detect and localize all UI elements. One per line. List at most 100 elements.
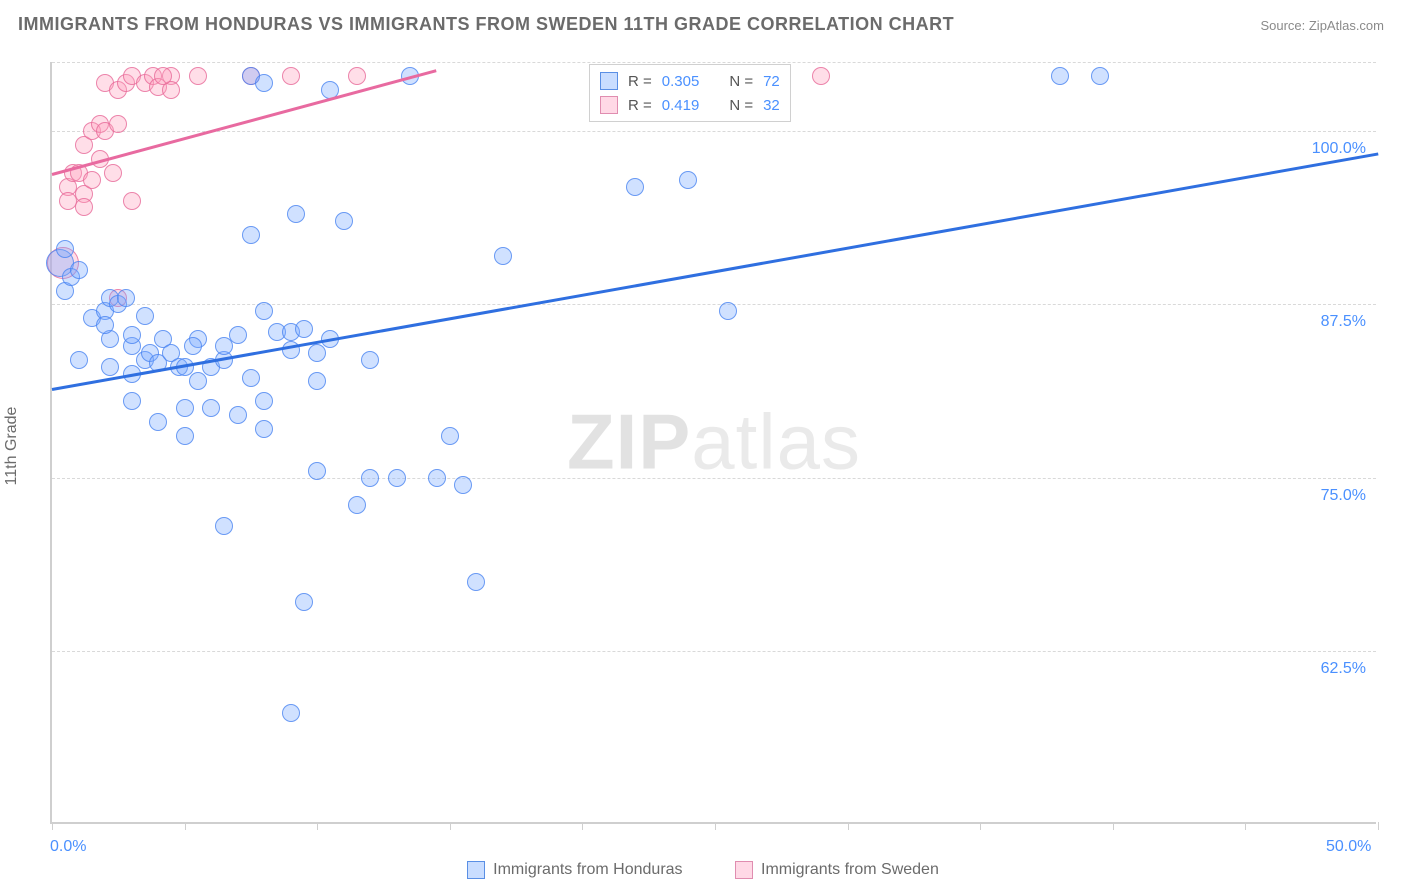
data-point [287, 205, 305, 223]
data-point [117, 289, 135, 307]
data-point [295, 593, 313, 611]
source-prefix: Source: [1260, 18, 1308, 33]
y-gridline [52, 131, 1376, 132]
data-point [626, 178, 644, 196]
data-point [202, 399, 220, 417]
r-value: 0.305 [662, 73, 700, 90]
trend-line [52, 152, 1379, 390]
data-point [136, 307, 154, 325]
data-point [176, 399, 194, 417]
data-point [255, 302, 273, 320]
data-point [308, 372, 326, 390]
data-point [149, 413, 167, 431]
plot-area: ZIPatlas R = 0.305N = 72R = 0.419N = 32 … [50, 62, 1376, 824]
data-point [215, 517, 233, 535]
legend-swatch-honduras [467, 861, 485, 879]
data-point [123, 392, 141, 410]
source-name: ZipAtlas.com [1309, 18, 1384, 33]
plot-top-gridline [52, 62, 1376, 63]
stats-row: R = 0.419 N = 32 [600, 93, 780, 117]
x-tick [582, 822, 583, 830]
x-axis-max-label: 50.0% [1326, 838, 1371, 856]
data-point [295, 320, 313, 338]
data-point [96, 316, 114, 334]
data-point [361, 469, 379, 487]
legend-label-sweden: Immigrants from Sweden [761, 861, 939, 879]
data-point [308, 344, 326, 362]
y-gridline [52, 304, 1376, 305]
x-tick [1245, 822, 1246, 830]
data-point [348, 67, 366, 85]
data-point [104, 164, 122, 182]
x-tick [848, 822, 849, 830]
legend-item-honduras: Immigrants from Honduras [467, 861, 682, 879]
data-point [242, 369, 260, 387]
data-point [308, 462, 326, 480]
data-point [189, 67, 207, 85]
r-label: R = [628, 73, 652, 90]
x-tick [185, 822, 186, 830]
legend-item-sweden: Immigrants from Sweden [735, 861, 939, 879]
data-point [494, 247, 512, 265]
stats-row: R = 0.305 N = 72 [600, 69, 780, 93]
watermark-light: atlas [691, 398, 861, 486]
data-point [361, 351, 379, 369]
x-tick [317, 822, 318, 830]
watermark: ZIPatlas [567, 397, 861, 488]
y-tick-label: 75.0% [1321, 487, 1366, 505]
data-point [282, 67, 300, 85]
data-point [1091, 67, 1109, 85]
data-point [1051, 67, 1069, 85]
x-axis-min-label: 0.0% [50, 838, 86, 856]
x-tick [450, 822, 451, 830]
y-gridline [52, 478, 1376, 479]
x-tick [980, 822, 981, 830]
data-point [189, 372, 207, 390]
data-point [454, 476, 472, 494]
y-tick-label: 87.5% [1321, 313, 1366, 331]
data-point [70, 261, 88, 279]
data-point [176, 427, 194, 445]
stats-swatch [600, 72, 618, 90]
data-point [719, 302, 737, 320]
data-point [812, 67, 830, 85]
data-point [679, 171, 697, 189]
data-point [123, 326, 141, 344]
y-gridline [52, 651, 1376, 652]
n-value: 72 [763, 73, 780, 90]
legend-swatch-sweden [735, 861, 753, 879]
data-point [70, 351, 88, 369]
n-value: 32 [763, 97, 780, 114]
x-tick [1113, 822, 1114, 830]
n-label: N = [729, 73, 753, 90]
data-point [83, 171, 101, 189]
watermark-bold: ZIP [567, 398, 691, 486]
data-point [388, 469, 406, 487]
n-label: N = [729, 97, 753, 114]
legend-label-honduras: Immigrants from Honduras [493, 861, 682, 879]
data-point [109, 115, 127, 133]
data-point [348, 496, 366, 514]
x-tick [1378, 822, 1379, 830]
data-point [242, 226, 260, 244]
data-point [335, 212, 353, 230]
chart-title: IMMIGRANTS FROM HONDURAS VS IMMIGRANTS F… [18, 14, 954, 35]
data-point [255, 420, 273, 438]
r-label: R = [628, 97, 652, 114]
data-point [441, 427, 459, 445]
data-point [229, 326, 247, 344]
stats-legend-box: R = 0.305 N = 72 R = 0.419 N = 32 [589, 64, 791, 122]
y-axis-label: 11th Grade [3, 407, 21, 486]
data-point [428, 469, 446, 487]
source-attribution: Source: ZipAtlas.com [1260, 18, 1384, 33]
data-point [229, 406, 247, 424]
bottom-legend: Immigrants from Honduras Immigrants from… [0, 861, 1406, 884]
data-point [56, 240, 74, 258]
r-value: 0.419 [662, 97, 700, 114]
data-point [255, 392, 273, 410]
data-point [101, 358, 119, 376]
data-point [467, 573, 485, 591]
data-point [282, 704, 300, 722]
data-point [75, 198, 93, 216]
data-point [255, 74, 273, 92]
